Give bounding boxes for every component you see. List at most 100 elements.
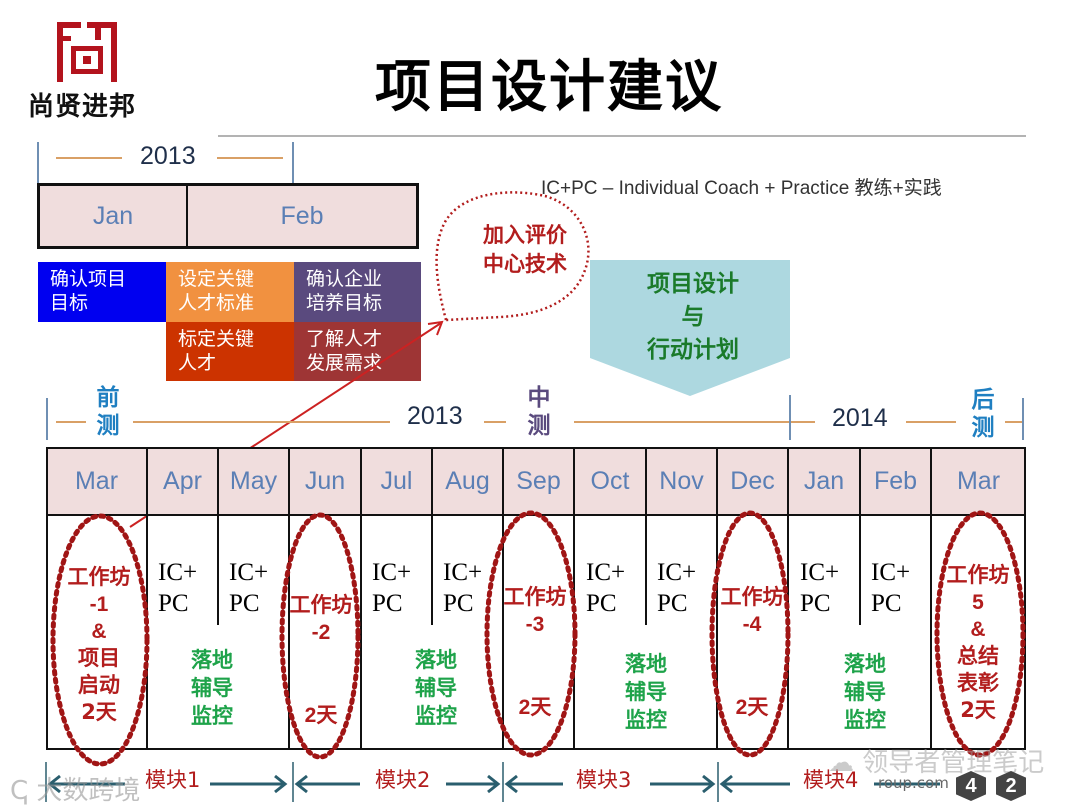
top-month-header: Jan Feb [37,183,419,249]
timeline-tick [46,398,48,440]
year-line [1005,421,1022,423]
workshop-amp: & [91,620,107,643]
table-border [645,447,647,625]
title-divider [218,135,1026,137]
month-header: May [218,447,289,515]
icpc-line: IC+ [871,559,911,586]
table-border [859,447,861,625]
watermark-left-text: 大数跨境 [36,776,141,806]
workshop-number: -2 [311,621,331,644]
workshop-2: 工作坊 -2 2天 [282,592,360,729]
workshop-title: 工作坊 [289,593,353,617]
table-border [930,447,932,750]
phase-pre-test: 前 测 [93,384,123,440]
phase-char: 中 [527,385,551,411]
module-1-label: 模块1 [145,768,201,792]
table-border [46,447,1026,449]
timeline-tick [37,142,39,184]
icpc-cell-apr: IC+ PC [158,557,197,619]
workshop-5: 工作坊 5 & 总结 表彰 2天 [939,562,1017,724]
workshop-title: 工作坊 [720,585,784,609]
workshop-4: 工作坊 -4 2天 [713,584,791,721]
workshop-number: -1 [89,593,109,616]
program-schedule-table: Mar Apr May Jun Jul Aug Sep Oct Nov Dec … [46,447,1026,750]
callout-text: 加入评价 中心技术 [470,221,580,279]
task-set-talent-standard: 设定关键 人才标准 [166,262,294,322]
watermark-logo-icon: ↅ [10,776,29,806]
callout-line: 加入评价 [483,223,567,247]
task-line: 人才标准 [178,292,255,314]
arrow-box-line: 项目设计 [647,271,739,297]
support-line: 落地 [191,648,233,672]
arrow-box-line: 行动计划 [647,337,739,363]
month-header: Jun [289,447,361,515]
support-line: 辅导 [191,676,233,700]
month-header: Jan [788,447,860,515]
icpc-line: PC [372,590,403,617]
icpc-line: IC+ [158,559,198,586]
icpc-line: PC [657,590,688,617]
down-arrow-shape-icon [590,260,790,396]
support-line: 辅导 [415,676,457,700]
icpc-cell-jan: IC+ PC [800,557,839,619]
year-2014-label: 2014 [832,404,888,432]
workshop-number: 5 [972,591,984,614]
task-line: 目标 [50,292,89,314]
icpc-line: PC [229,590,260,617]
task-line: 培养目标 [306,292,383,314]
month-feb: Feb [280,201,324,230]
task-line: 确认项目 [50,268,127,290]
task-line: 发展需求 [306,352,383,374]
table-border [1024,447,1026,750]
support-line: 辅导 [844,680,886,704]
year-line [484,421,506,423]
workshop-days: 2天 [518,696,552,719]
workshop-days: 2天 [960,698,996,722]
icpc-legend-note: IC+PC – Individual Coach + Practice 教练+实… [541,178,942,199]
icpc-line: IC+ [586,559,626,586]
task-identify-key-talent: 标定关键 人才 [166,322,294,381]
icpc-cell-aug: IC+ PC [443,557,482,619]
year-line [133,421,390,423]
icpc-cell-may: IC+ PC [229,557,268,619]
phase-post-test: 后 测 [968,386,998,442]
phase-char: 后 [971,387,995,413]
page-badge: 4 [956,771,986,801]
year-line [906,421,956,423]
workshop-extra: 表彰 [957,671,999,695]
workshop-number: -3 [525,613,545,636]
support-text: 落地 辅导 监控 [825,650,905,734]
icpc-line: IC+ [800,559,840,586]
task-line: 设定关键 [178,268,255,290]
icpc-cell-nov: IC+ PC [657,557,696,619]
support-text: 落地 辅导 监控 [172,646,252,730]
support-line: 落地 [844,652,886,676]
icpc-line: IC+ [657,559,697,586]
table-border [217,447,219,625]
year-line [217,157,283,159]
month-header: Apr [147,447,218,515]
table-border [360,447,362,750]
icpc-line: PC [586,590,617,617]
timeline-tick [292,142,294,184]
page-title: 项目设计建议 [375,55,723,120]
month-header: Mar [931,447,1026,515]
task-understand-development-needs: 了解人才 发展需求 [294,322,421,381]
support-line: 监控 [844,708,886,732]
timeline-tick [1022,398,1024,440]
task-line: 人才 [178,352,217,374]
wechat-icon: ☁ [828,748,854,778]
month-header: Nov [646,447,717,515]
month-jan: Jan [40,186,188,246]
support-line: 监控 [415,704,457,728]
workshop-number: -4 [742,613,762,636]
table-border [146,447,148,750]
module-3-label: 模块3 [576,768,632,792]
task-line: 标定关键 [178,328,255,350]
watermark-left: ↅ 大数跨境 [10,770,140,807]
month-header: Feb [860,447,931,515]
month-header: Aug [432,447,503,515]
phase-char: 测 [971,415,995,441]
table-border [431,447,433,625]
icpc-cell-feb: IC+ PC [871,557,910,619]
